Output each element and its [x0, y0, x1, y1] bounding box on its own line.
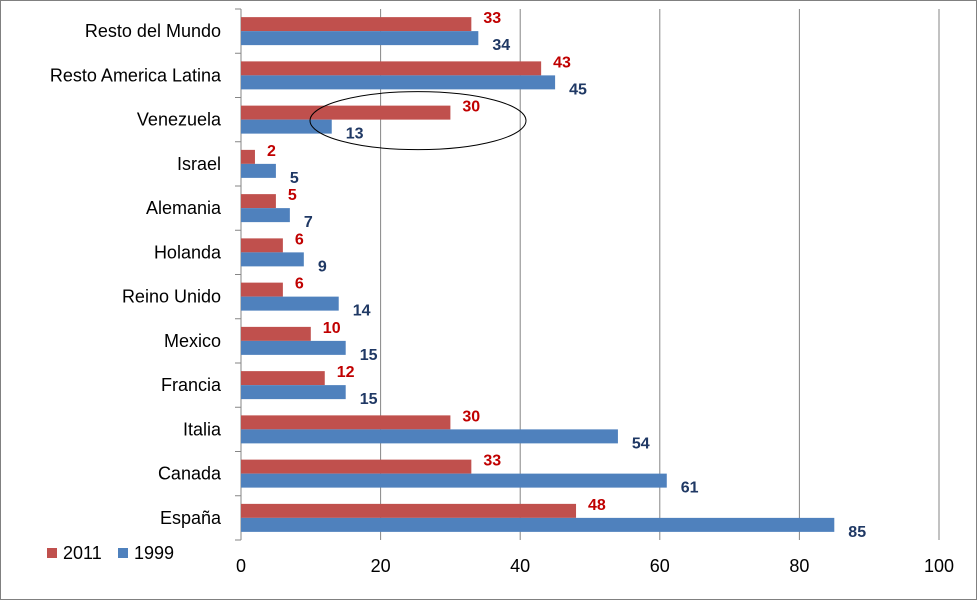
bar-1999 — [241, 31, 479, 46]
category-label: Israel — [177, 154, 221, 174]
x-tick-label-0: 0 — [236, 556, 246, 576]
legend-label-1999: 1999 — [134, 543, 174, 563]
bar-2011 — [241, 503, 577, 518]
data-label-1999: 15 — [360, 391, 378, 408]
data-label-1999: 54 — [632, 435, 650, 452]
data-label-1999: 5 — [290, 170, 299, 187]
bar-2011 — [241, 238, 283, 253]
category-label: Francia — [161, 375, 222, 395]
data-label-2011: 30 — [462, 408, 480, 425]
x-tick-label-80: 80 — [789, 556, 809, 576]
category-label: Holanda — [154, 242, 222, 262]
data-label-2011: 12 — [337, 364, 355, 381]
bar-2011 — [241, 459, 472, 474]
legend-swatch-1999 — [118, 548, 128, 558]
bar-2011 — [241, 105, 451, 120]
data-label-2011: 33 — [483, 10, 501, 27]
data-label-1999: 61 — [681, 480, 699, 497]
data-label-1999: 85 — [848, 524, 866, 541]
bar-1999 — [241, 119, 332, 134]
bar-2011 — [241, 149, 255, 164]
data-label-1999: 7 — [304, 214, 313, 231]
category-label: Canada — [158, 464, 222, 484]
legend-label-2011: 2011 — [63, 543, 102, 563]
bar-2011 — [241, 415, 451, 430]
category-label: Resto America Latina — [50, 65, 222, 85]
data-label-2011: 48 — [588, 497, 606, 514]
category-label: Resto del Mundo — [85, 21, 221, 41]
data-label-2011: 30 — [462, 99, 480, 116]
bar-1999 — [241, 208, 290, 223]
x-tick-label-60: 60 — [650, 556, 670, 576]
category-label: España — [160, 508, 222, 528]
legend-swatch-2011 — [47, 548, 57, 558]
data-label-2011: 10 — [323, 320, 341, 337]
bar-1999 — [241, 296, 339, 311]
bar-2011 — [241, 61, 542, 76]
bar-1999 — [241, 429, 618, 444]
bar-1999 — [241, 340, 346, 355]
data-label-1999: 45 — [569, 81, 587, 98]
bar-1999 — [241, 163, 276, 178]
x-tick-label-100: 100 — [924, 556, 954, 576]
data-label-1999: 15 — [360, 347, 378, 364]
data-label-2011: 43 — [553, 54, 571, 71]
category-label: Reino Unido — [122, 287, 221, 307]
data-label-2011: 5 — [288, 187, 297, 204]
data-label-2011: 6 — [295, 231, 304, 248]
data-label-2011: 6 — [295, 276, 304, 293]
bar-2011 — [241, 194, 276, 209]
bar-1999 — [241, 75, 556, 90]
data-label-1999: 34 — [492, 37, 510, 54]
bar-1999 — [241, 473, 667, 488]
bar-2011 — [241, 17, 472, 32]
category-label: Italia — [183, 419, 222, 439]
x-tick-label-20: 20 — [371, 556, 391, 576]
bar-2011 — [241, 282, 283, 297]
category-label: Mexico — [164, 331, 221, 351]
bar-1999 — [241, 385, 346, 400]
category-label: Alemania — [146, 198, 222, 218]
bar-2011 — [241, 326, 311, 341]
bar-2011 — [241, 371, 325, 386]
data-label-2011: 33 — [483, 453, 501, 470]
bar-1999 — [241, 517, 835, 532]
category-label: Venezuela — [137, 110, 222, 130]
x-tick-label-40: 40 — [510, 556, 530, 576]
highlight-ellipse — [309, 91, 527, 151]
data-label-1999: 14 — [353, 303, 371, 320]
data-label-2011: 2 — [267, 143, 276, 160]
data-label-1999: 13 — [346, 126, 364, 143]
bar-1999 — [241, 252, 304, 267]
data-label-1999: 9 — [318, 258, 327, 275]
